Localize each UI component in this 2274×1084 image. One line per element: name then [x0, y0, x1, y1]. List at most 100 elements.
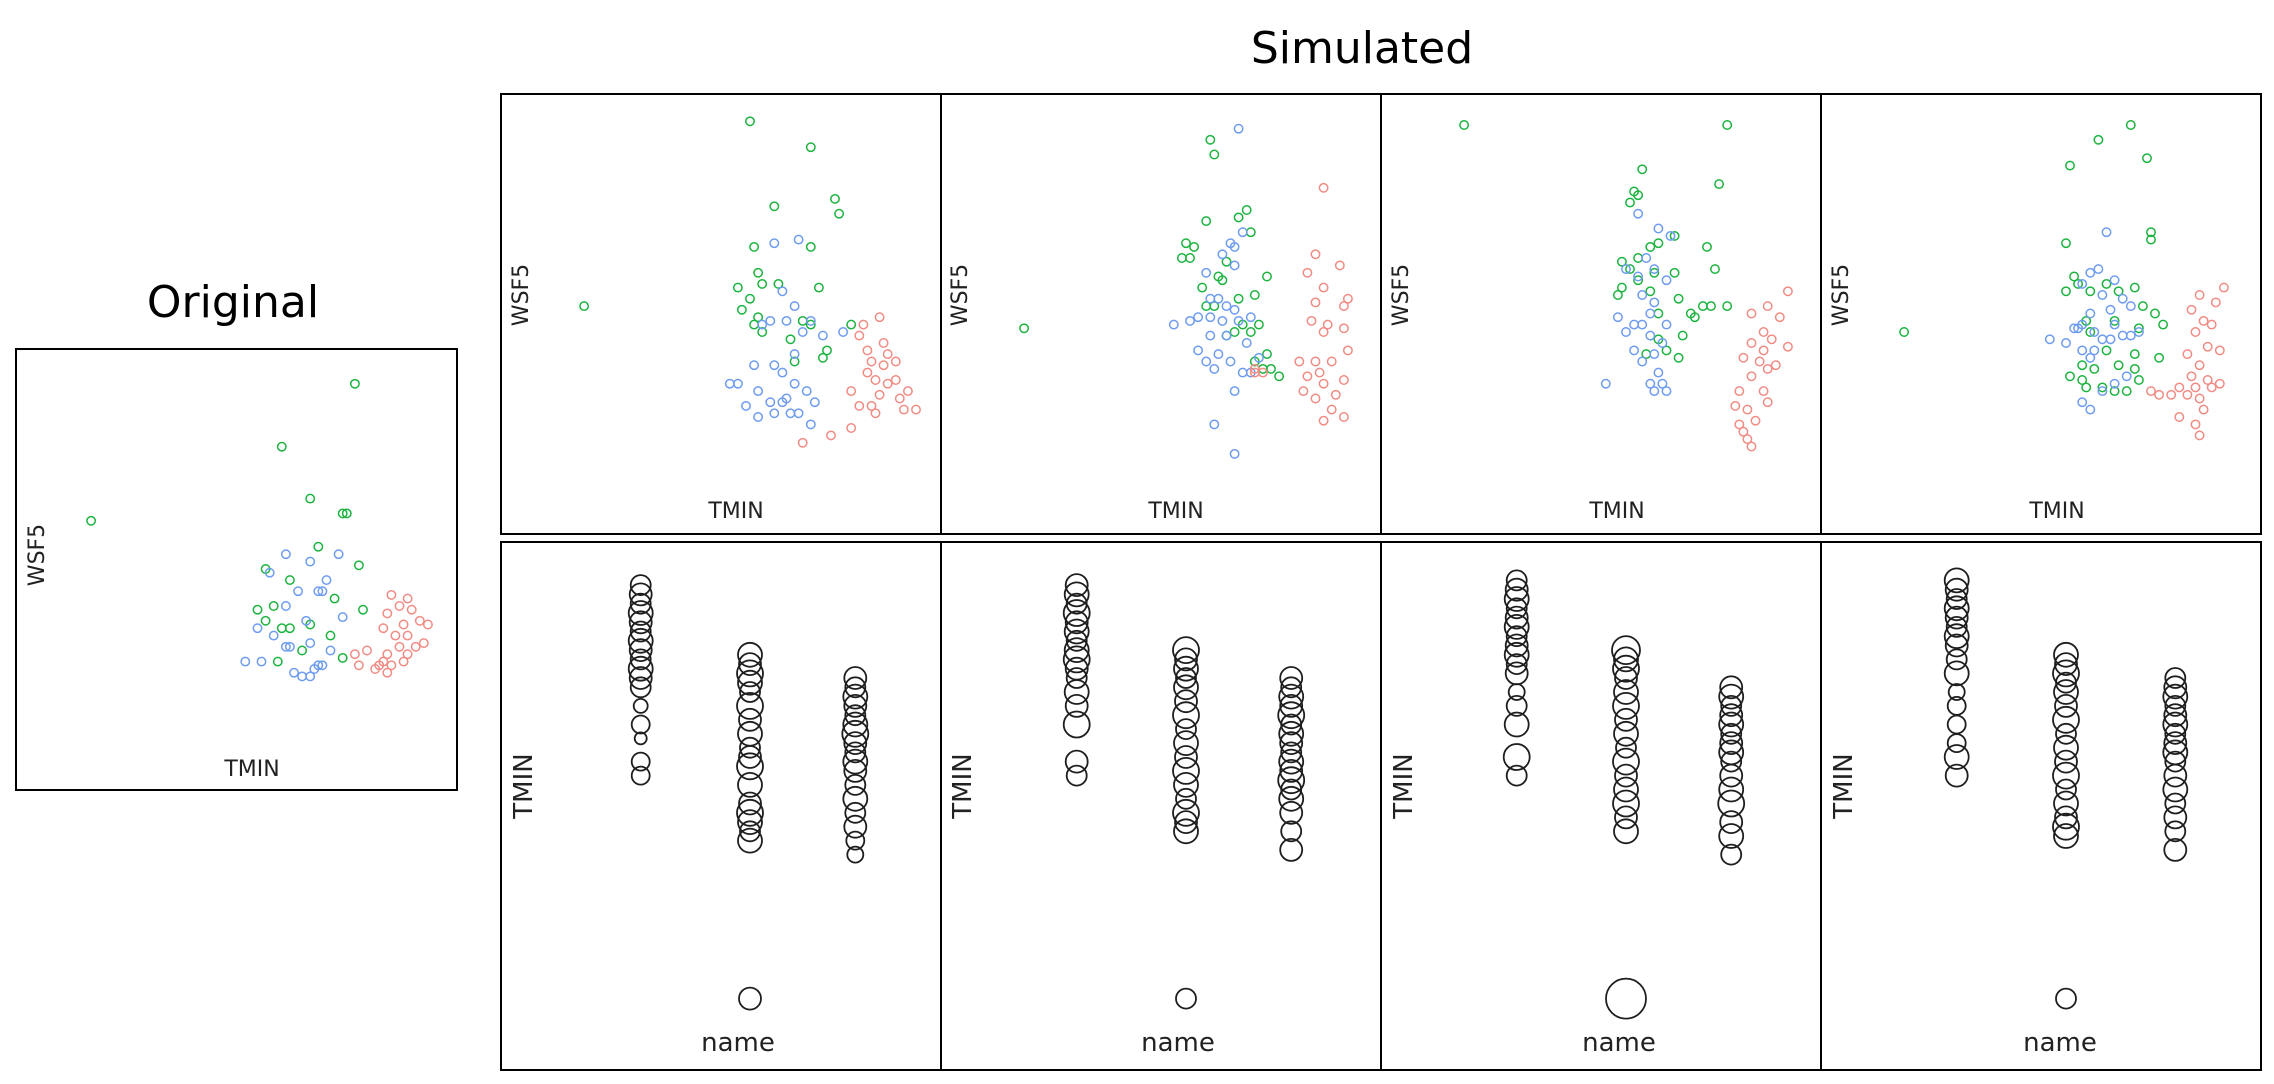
- data-point-circles: [1720, 722, 1743, 745]
- data-point-green: [1633, 275, 1644, 286]
- data-point-green: [1209, 301, 1220, 312]
- data-point-green: [2065, 160, 2075, 171]
- x-axis-label: name: [2023, 1028, 2097, 1058]
- data-point-blue: [1649, 264, 1660, 275]
- data-point-green: [1176, 253, 1187, 263]
- data-point-red: [2194, 360, 2205, 371]
- data-point-circles: [2054, 652, 2078, 676]
- data-point-blue: [769, 360, 780, 371]
- data-point-blue: [325, 645, 336, 656]
- x-axis-label: TMIN: [223, 757, 279, 782]
- data-point-blue: [1621, 327, 1631, 337]
- data-point-red: [2198, 404, 2209, 415]
- data-point-circles: [1280, 741, 1303, 764]
- data-point-green: [1714, 179, 1725, 190]
- data-point-circles: [630, 751, 651, 772]
- data-point-blue: [777, 286, 788, 297]
- data-point-circles: [2164, 722, 2187, 745]
- data-point-circles: [1279, 694, 1304, 718]
- data-point-blue: [2077, 397, 2088, 408]
- data-point-green: [805, 319, 816, 330]
- data-point-green: [1262, 271, 1272, 282]
- data-point-green: [830, 193, 840, 204]
- data-point-green: [1702, 241, 1712, 252]
- data-point-green: [1677, 330, 1688, 341]
- data-point-circles: [1063, 679, 1090, 705]
- data-point-red: [2174, 412, 2185, 422]
- data-point-circles: [1505, 764, 1528, 787]
- data-point-circles: [1280, 820, 1303, 843]
- data-point-green: [2158, 319, 2169, 330]
- data-point-circles: [842, 785, 869, 812]
- data-point-red: [854, 330, 865, 341]
- data-point-blue: [769, 408, 780, 419]
- data-point-blue: [333, 549, 344, 560]
- data-point-green: [769, 201, 780, 212]
- data-point-blue: [1213, 349, 1224, 360]
- data-point-circles: [844, 704, 867, 727]
- data-point-red: [2210, 297, 2221, 308]
- data-point-red: [1738, 426, 1749, 437]
- data-point-blue: [797, 327, 808, 337]
- data-point-circles: [2163, 731, 2188, 755]
- data-point-green: [1209, 149, 1220, 160]
- data-point-blue: [1229, 386, 1240, 397]
- data-point-green: [2129, 282, 2140, 293]
- data-point-green: [785, 334, 796, 345]
- data-point-red: [2202, 341, 2213, 352]
- y-axis-label: WSF5: [509, 264, 534, 326]
- panel-frame: [1820, 93, 2262, 535]
- data-point-circles: [1613, 720, 1639, 747]
- data-point-blue: [2085, 352, 2096, 363]
- data-point-blue: [301, 615, 312, 626]
- data-point-red: [1746, 338, 1757, 348]
- data-point-green: [1616, 256, 1627, 267]
- data-point-green: [1233, 212, 1244, 223]
- data-point-circles: [1943, 595, 1970, 622]
- x-axis-label: name: [1141, 1028, 1215, 1058]
- data-point-green: [1625, 197, 1635, 208]
- data-point-red: [878, 360, 889, 371]
- data-point-green: [753, 267, 764, 278]
- data-point-red: [1782, 341, 1793, 352]
- data-point-red: [402, 593, 413, 604]
- data-point-circles: [845, 830, 866, 851]
- panel-sim-strip-1: name TMIN: [500, 541, 942, 1071]
- data-point-circles: [1503, 614, 1530, 640]
- data-point-red: [2218, 282, 2229, 293]
- data-point-blue: [2101, 227, 2112, 238]
- data-point-circles: [1280, 778, 1303, 801]
- data-point-circles: [2055, 987, 2077, 1010]
- data-point-circles: [1615, 736, 1637, 759]
- data-point-circles: [1065, 764, 1088, 787]
- data-point-red: [378, 623, 389, 634]
- data-point-circles: [1173, 674, 1199, 701]
- data-point-circles: [1612, 789, 1640, 818]
- data-point-circles: [736, 692, 764, 720]
- marks-group: [1899, 120, 2229, 441]
- data-point-green: [1019, 323, 1030, 334]
- data-point-red: [1762, 301, 1773, 312]
- data-point-circles: [1063, 581, 1090, 608]
- panel-sim-scatter-1: TMIN WSF5: [500, 93, 942, 535]
- data-point-blue: [317, 660, 328, 671]
- data-point-red: [2182, 349, 2193, 360]
- data-point-blue: [305, 671, 316, 682]
- data-point-blue: [2077, 278, 2088, 289]
- data-point-blue: [1229, 260, 1240, 271]
- data-point-circles: [1612, 692, 1640, 720]
- data-point-circles: [1277, 701, 1306, 730]
- data-point-blue: [321, 575, 332, 586]
- data-point-red: [1310, 249, 1321, 260]
- data-point-red: [1342, 293, 1353, 304]
- data-point-blue: [1217, 249, 1228, 260]
- data-point-red: [2194, 430, 2205, 441]
- data-point-blue: [1645, 378, 1656, 389]
- panel-sim-scatter-2: TMIN WSF5: [940, 93, 1382, 535]
- data-point-red: [422, 619, 433, 630]
- data-point-circles: [2052, 705, 2080, 734]
- data-point-circles: [1172, 798, 1200, 827]
- data-point-green: [1689, 312, 1700, 323]
- data-point-blue: [817, 330, 828, 341]
- data-point-red: [2154, 389, 2165, 400]
